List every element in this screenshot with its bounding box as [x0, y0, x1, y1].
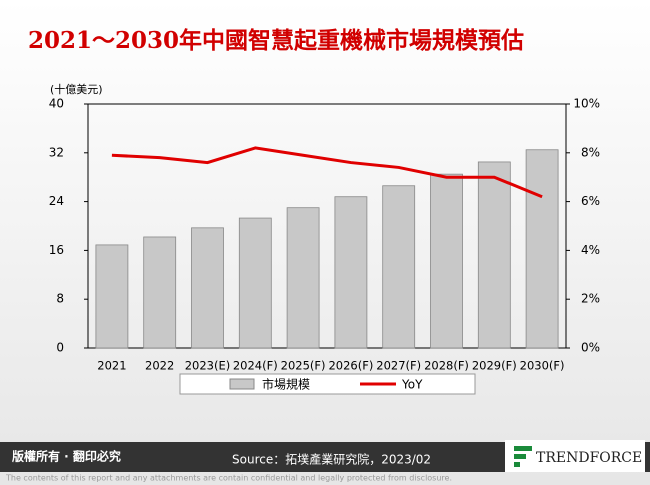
y2-tick-label: 8% [581, 145, 600, 159]
y2-tick-label: 2% [581, 292, 600, 306]
bar [525, 149, 559, 349]
bar [477, 161, 511, 349]
logo-text: TRENDFORCE [536, 450, 642, 466]
y-tick-label: 16 [49, 243, 64, 257]
bar [430, 173, 463, 349]
y-tick-label: 24 [49, 194, 64, 208]
x-tick-label: 2025(F) [281, 359, 326, 373]
chart-title: 2021～2030年中國智慧起重機械市場規模預估 [28, 27, 524, 54]
y-axis-label: (十億美元) [50, 82, 103, 96]
bar [334, 196, 368, 349]
bar [143, 236, 177, 349]
footer-source: Source：拓墣產業研究院，2023/02 [232, 452, 431, 467]
legend-label: 市場規模 [262, 377, 310, 392]
y2-tick-label: 6% [581, 194, 600, 208]
bar [382, 185, 416, 349]
y-tick-label: 40 [49, 97, 64, 111]
y2-tick-label: 0% [581, 341, 600, 355]
bar [191, 227, 224, 349]
legend-label: YoY [401, 378, 423, 392]
logo-icon [514, 446, 532, 451]
bar [238, 217, 272, 349]
x-tick-label: 2022 [145, 359, 174, 373]
x-tick-label: 2029(F) [472, 359, 517, 373]
x-tick-label: 2023(E) [185, 359, 231, 373]
y2-tick-label: 10% [573, 97, 600, 111]
x-tick-label: 2026(F) [328, 359, 373, 373]
y-tick-label: 32 [49, 145, 64, 159]
legend-box [179, 373, 476, 395]
bar [286, 207, 320, 349]
x-tick-label: 2021 [97, 359, 126, 373]
x-tick-label: 2024(F) [233, 359, 278, 373]
y-tick-label: 0 [56, 341, 64, 355]
bar [95, 244, 129, 349]
x-tick-label: 2028(F) [424, 359, 469, 373]
logo-icon [514, 454, 526, 459]
plot-area [87, 103, 567, 349]
line [111, 146, 543, 199]
logo-box [505, 440, 645, 472]
footer-rights: 版權所有 · 翻印必究 [12, 449, 121, 464]
x-tick-label: 2027(F) [376, 359, 421, 373]
x-tick-label: 2030(F) [520, 359, 565, 373]
logo-icon [514, 462, 520, 467]
y2-tick-label: 4% [581, 243, 600, 257]
legend-swatch [229, 378, 255, 390]
disclaimer: The contents of this report and any atta… [5, 474, 452, 483]
y-tick-label: 8 [56, 292, 64, 306]
